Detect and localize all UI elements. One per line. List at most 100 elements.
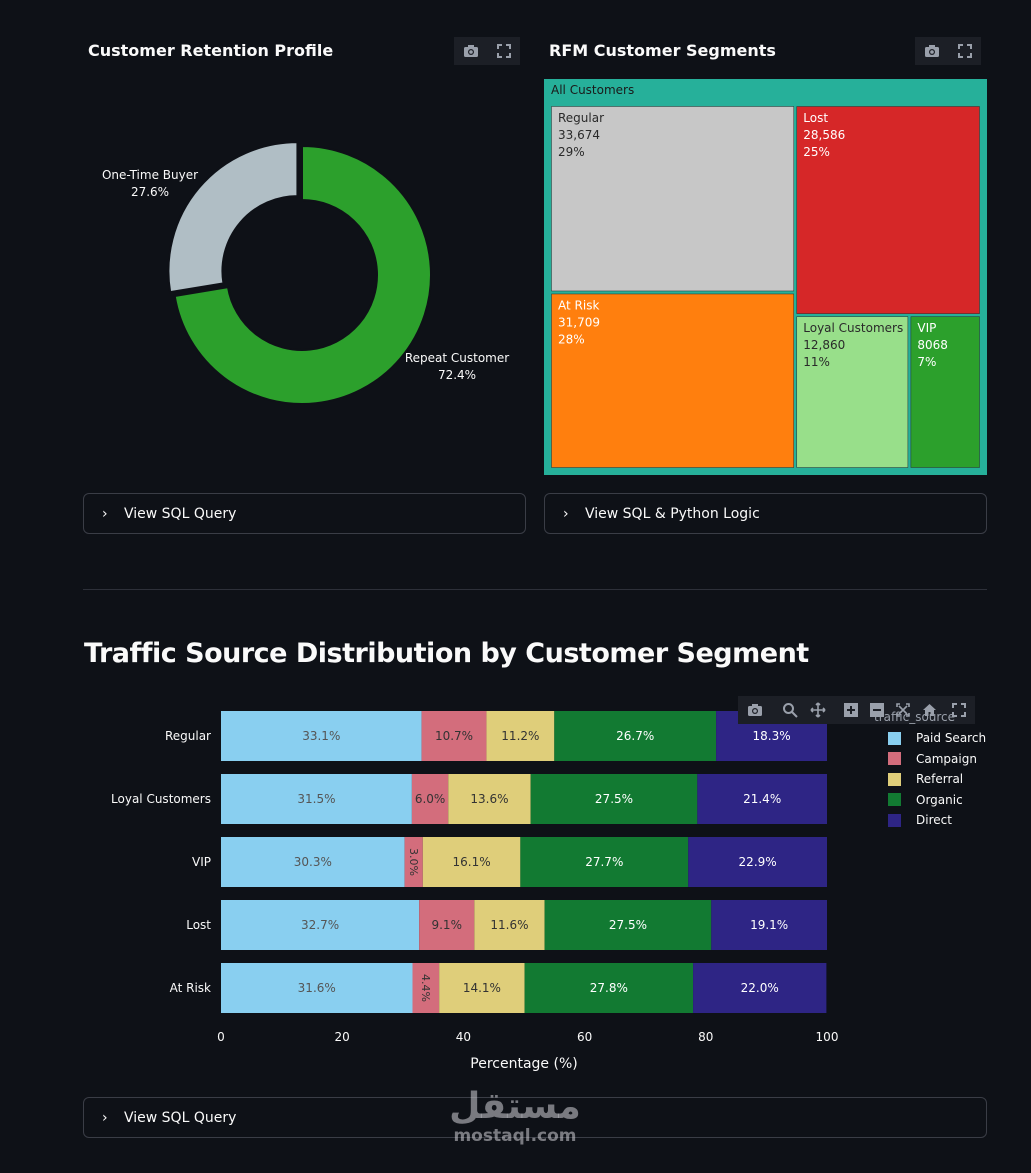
donut-slice-repeat-customer[interactable] (173, 144, 432, 405)
zoom-out-icon[interactable] (864, 696, 890, 724)
x-tick-label: 100 (816, 1030, 839, 1044)
treemap-tile-label: Regular (558, 111, 604, 125)
bar-data-label: 3.0% (407, 848, 420, 876)
treemap-tile-pct: 11% (803, 355, 830, 369)
treemap-tile-lost[interactable] (796, 106, 980, 314)
bar-data-label: 33.1% (302, 729, 340, 743)
legend-swatch (888, 793, 901, 807)
legend-title: traffic_source (874, 710, 956, 724)
zoom-icon[interactable] (771, 696, 808, 724)
bar-data-label: 16.1% (453, 855, 491, 869)
camera-icon[interactable] (915, 37, 948, 65)
legend-label: Campaign (916, 751, 977, 766)
bar-segment[interactable] (711, 900, 827, 950)
bar-segment[interactable] (697, 774, 827, 824)
bar-data-label: 18.3% (752, 729, 790, 743)
legend-swatch (888, 731, 901, 745)
retention-donut-chart: Repeat Customer 72.4% One-Time Buyer 27.6% (102, 141, 509, 405)
bar-segment[interactable] (486, 711, 555, 761)
chevron-right-icon: › (102, 1109, 108, 1126)
legend-item[interactable]: Paid Search (888, 728, 986, 749)
bar-segment[interactable] (544, 900, 712, 950)
camera-icon[interactable] (454, 37, 487, 65)
home-icon[interactable] (916, 696, 942, 724)
legend-label: Organic (916, 792, 963, 807)
treemap-tile-pct: 25% (803, 145, 830, 159)
treemap-tile-count: 12,860 (803, 338, 845, 352)
bar-segment[interactable] (554, 711, 717, 761)
bar-segment[interactable] (422, 837, 521, 887)
bar-segment[interactable] (411, 774, 449, 824)
legend-item[interactable]: Organic (888, 790, 986, 811)
treemap-tile-count: 33,674 (558, 128, 600, 142)
zoom-in-icon[interactable] (838, 696, 864, 724)
treemap-tile-regular[interactable] (551, 106, 795, 292)
section-divider (83, 589, 987, 590)
bar-segment[interactable] (688, 837, 827, 887)
treemap-tile-count: 28,586 (803, 128, 845, 142)
fullscreen-icon[interactable] (942, 696, 975, 724)
bar-segment[interactable] (520, 837, 689, 887)
bar-segment[interactable] (524, 963, 694, 1013)
bar-segment[interactable] (448, 774, 531, 824)
bar-segment[interactable] (221, 711, 422, 761)
bar-data-label: 27.8% (590, 981, 628, 995)
treemap-tile-at-risk[interactable] (551, 293, 795, 468)
rfm-treemap-chart: All Customers Regular 33,674 29% At Risk 31,7… (544, 79, 987, 475)
autoscale-icon[interactable] (890, 696, 916, 724)
legend-item[interactable]: Campaign (888, 749, 986, 770)
legend-label: Paid Search (916, 731, 987, 746)
bar-segment[interactable] (221, 963, 413, 1013)
expander-label: View SQL Query (124, 1109, 237, 1126)
treemap-tile-label: At Risk (558, 298, 599, 312)
y-tick-label: VIP (192, 855, 211, 869)
donut-label: Repeat Customer (405, 351, 509, 365)
treemap-tile-count: 8068 (917, 338, 948, 352)
pan-icon[interactable] (808, 696, 828, 724)
y-tick-label: At Risk (170, 981, 211, 995)
fullscreen-icon[interactable] (487, 37, 520, 65)
bar-segment[interactable] (693, 963, 827, 1013)
bar-segment[interactable] (221, 837, 405, 887)
bar-segment[interactable] (404, 837, 423, 887)
donut-slice-one-time-buyer[interactable] (167, 141, 299, 294)
bar-segment[interactable] (421, 711, 487, 761)
bar-segment[interactable] (412, 963, 440, 1013)
legend-item[interactable]: Referral (888, 769, 986, 790)
traffic-title: Traffic Source Distribution by Customer … (84, 638, 809, 669)
bar-data-label: 31.5% (297, 792, 335, 806)
bar-data-label: 11.6% (490, 918, 528, 932)
bar-data-label: 6.0% (415, 792, 446, 806)
camera-icon[interactable] (738, 696, 771, 724)
donut-value: 72.4% (438, 368, 476, 382)
y-tick-label: Lost (186, 918, 211, 932)
view-sql-python-expander[interactable]: › View SQL & Python Logic (544, 493, 987, 534)
legend-item[interactable]: Direct (888, 810, 986, 831)
bar-segment[interactable] (221, 900, 420, 950)
x-tick-label: 40 (456, 1030, 471, 1044)
x-axis-title: Percentage (%) (470, 1056, 577, 1072)
bar-segment[interactable] (439, 963, 525, 1013)
view-sql-query-expander[interactable]: › View SQL Query (83, 493, 526, 534)
bar-segment[interactable] (530, 774, 698, 824)
bar-data-label: 31.6% (298, 981, 336, 995)
bar-data-label: 30.3% (294, 855, 332, 869)
bar-data-label: 27.7% (585, 855, 623, 869)
fullscreen-icon[interactable] (948, 37, 981, 65)
bar-segment[interactable] (221, 774, 412, 824)
retention-toolbar (454, 37, 520, 65)
bar-segment[interactable] (419, 900, 475, 950)
view-sql-query-expander-bottom[interactable]: › View SQL Query (83, 1097, 987, 1138)
bar-data-label: 27.5% (609, 918, 647, 932)
rfm-toolbar (915, 37, 981, 65)
treemap-tile-label: Lost (803, 111, 828, 125)
bar-data-label: 11.2% (501, 729, 539, 743)
expander-label: View SQL Query (124, 505, 237, 522)
rfm-title: RFM Customer Segments (549, 41, 776, 60)
legend-swatch (888, 772, 901, 786)
treemap-root-label: All Customers (551, 83, 634, 97)
treemap-tile-vip[interactable] (910, 316, 980, 468)
treemap-tile-loyal-customers[interactable] (796, 316, 909, 468)
x-tick-label: 0 (217, 1030, 225, 1044)
bar-segment[interactable] (474, 900, 545, 950)
